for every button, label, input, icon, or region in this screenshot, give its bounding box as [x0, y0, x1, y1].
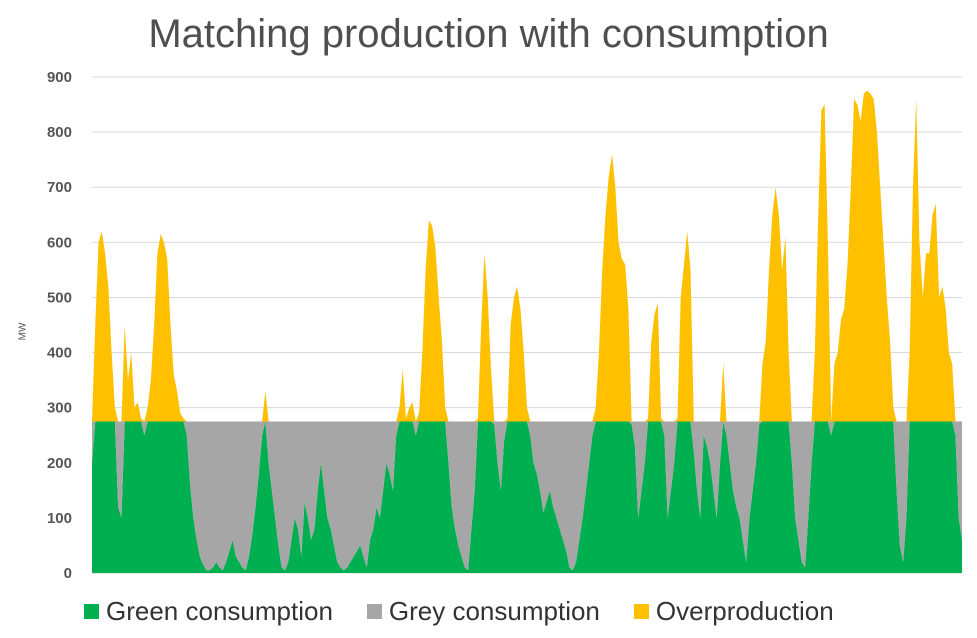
- y-tick-labels: 0 100 200 300 400 500 600 700 800 900: [47, 69, 72, 582]
- legend-swatch-grey: [366, 603, 382, 619]
- legend-item-green: Green consumption: [84, 596, 333, 627]
- area-grey-consumption: [92, 421, 962, 571]
- area-green-consumption: [92, 421, 962, 573]
- y-tick-label-700: 700: [47, 179, 72, 196]
- y-tick-label-100: 100: [47, 510, 72, 527]
- y-tick-label-600: 600: [47, 234, 72, 251]
- y-tick-label-800: 800: [47, 124, 72, 141]
- legend-item-grey: Grey consumption: [366, 595, 600, 627]
- chart-title: Matching production with consumption: [148, 12, 829, 56]
- y-tick-label-200: 200: [47, 455, 72, 472]
- legend-swatch-green: [84, 603, 99, 619]
- legend-label-overproduction: Overproduction: [655, 595, 834, 626]
- y-tick-label-400: 400: [47, 345, 72, 362]
- y-tick-label-0: 0: [64, 565, 72, 582]
- legend-swatch-overproduction: [633, 603, 649, 619]
- legend-item-over: Overproduction: [633, 595, 834, 627]
- legend-label-grey: Grey consumption: [388, 595, 600, 626]
- legend: Green consumption Grey consumption Overp…: [84, 594, 964, 628]
- y-tick-label-300: 300: [47, 400, 72, 417]
- chart-areas: [92, 90, 962, 573]
- y-tick-label-500: 500: [47, 289, 72, 306]
- legend-label-green: Green consumption: [106, 595, 333, 626]
- y-tick-label-900: 900: [47, 69, 72, 86]
- area-overproduction: [92, 90, 962, 422]
